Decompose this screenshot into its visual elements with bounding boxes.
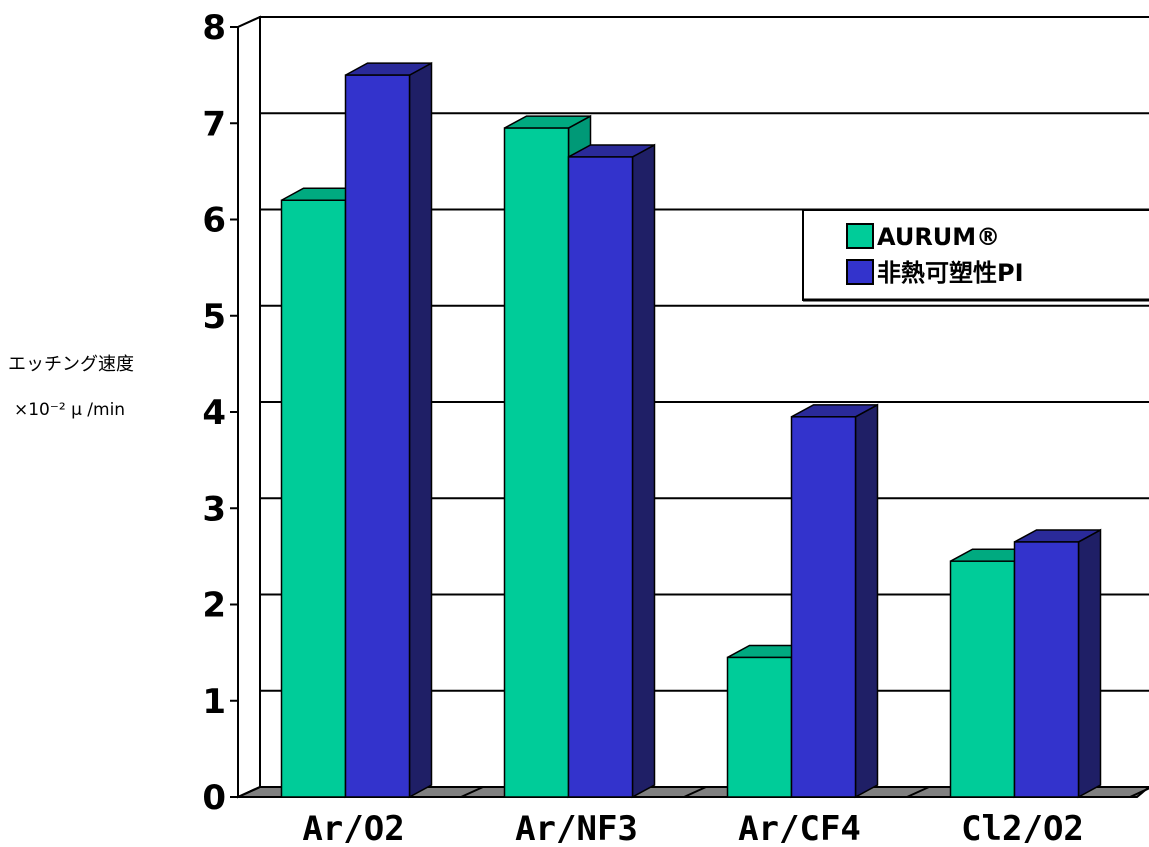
bar-side xyxy=(408,61,433,799)
floor-division xyxy=(683,786,707,798)
bar xyxy=(344,74,411,798)
y-tick-label: 8 xyxy=(202,8,226,48)
y-tick-label: 2 xyxy=(202,586,226,626)
x-tick-label: Ar/O2 xyxy=(302,809,404,847)
floor-division xyxy=(237,786,261,798)
floor-division xyxy=(1129,787,1149,798)
y-axis-label: エッチング速度 xyxy=(8,354,134,375)
chart-side-wall xyxy=(237,15,261,799)
floor-division xyxy=(906,786,930,798)
bar xyxy=(1013,541,1080,798)
bar-side xyxy=(631,143,656,799)
bar xyxy=(280,199,347,798)
y-tick-label: 3 xyxy=(202,489,226,529)
y-tick-label: 5 xyxy=(202,297,226,337)
bar xyxy=(726,656,793,798)
x-tick-label: Ar/CF4 xyxy=(738,809,861,847)
bar xyxy=(790,416,857,798)
legend-label: 非熱可塑性PI xyxy=(877,259,1024,287)
bar-side xyxy=(854,403,879,799)
bar xyxy=(567,156,634,798)
floor-division xyxy=(460,786,484,798)
y-axis-unit-label: ×10⁻² μ /min xyxy=(14,400,126,420)
legend-label: AURUM® xyxy=(877,223,1000,251)
y-tick-label: 7 xyxy=(202,104,226,144)
legend-swatch xyxy=(846,223,874,249)
y-tick-label: 4 xyxy=(202,393,226,433)
legend-swatch xyxy=(846,259,874,285)
y-tick-label: 0 xyxy=(202,778,226,818)
y-tick-label: 6 xyxy=(202,201,226,241)
y-tick-label: 1 xyxy=(202,682,226,722)
bar xyxy=(503,127,570,798)
x-tick-label: Ar/NF3 xyxy=(515,809,638,847)
x-tick-label: Cl2/O2 xyxy=(961,809,1084,847)
bar-side xyxy=(1077,528,1102,799)
bar xyxy=(949,560,1016,798)
